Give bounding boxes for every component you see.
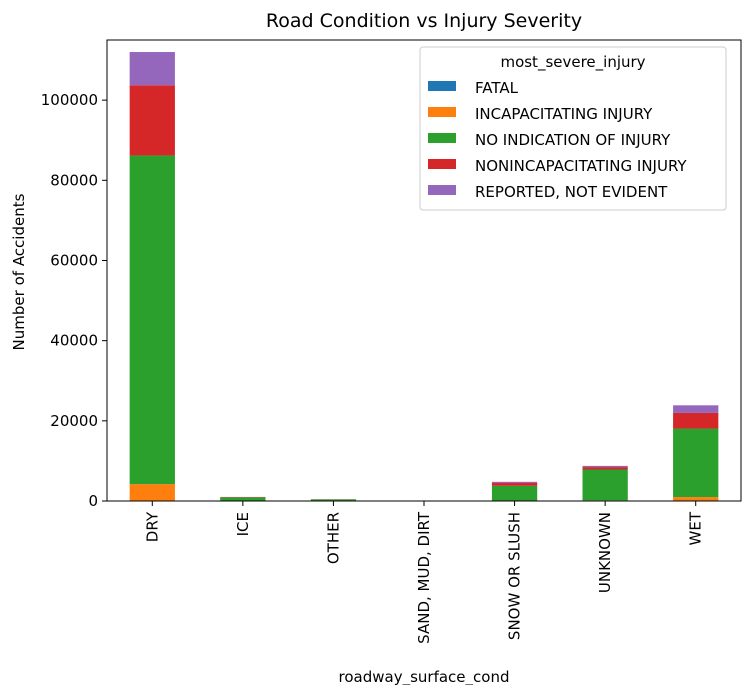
bar-segment — [673, 405, 718, 413]
bar-segment — [130, 52, 175, 85]
legend: most_severe_injury FATAL INCAPACITATING IN… — [420, 47, 726, 210]
legend-label: INCAPACITATING INJURY — [475, 105, 653, 123]
bar-segment — [492, 483, 537, 486]
x-tick-label: WET — [687, 511, 705, 545]
bar-segment — [130, 484, 175, 500]
legend-label: NO INDICATION OF INJURY — [475, 131, 671, 149]
bar-segment — [492, 486, 537, 501]
y-tick-label: 100000 — [41, 91, 98, 109]
legend-swatch — [428, 81, 456, 91]
bar-segment — [130, 155, 175, 484]
bar-segment — [130, 85, 175, 155]
y-tick-label: 60000 — [50, 251, 98, 269]
y-axis-label: Number of Accidents — [10, 193, 28, 350]
legend-swatch — [428, 133, 456, 143]
bar-segment — [583, 469, 628, 500]
chart-title: Road Condition vs Injury Severity — [266, 10, 582, 32]
legend-title: most_severe_injury — [500, 53, 645, 72]
x-tick-label: UNKNOWN — [596, 512, 614, 593]
bar-segment — [673, 413, 718, 429]
x-tick-label: SNOW OR SLUSH — [506, 512, 524, 640]
y-tick-label: 0 — [88, 492, 98, 510]
x-tick-label: SAND, MUD, DIRT — [415, 511, 433, 644]
bar-segment — [220, 498, 265, 501]
legend-swatch — [428, 159, 456, 169]
x-axis-label: roadway_surface_cond — [339, 668, 510, 685]
bar-segment — [673, 429, 718, 498]
legend-label: FATAL — [475, 79, 519, 97]
bar-segment — [583, 466, 628, 467]
legend-swatch — [428, 185, 456, 195]
x-tick-label: ICE — [234, 512, 252, 536]
legend-label: NONINCAPACITATING INJURY — [475, 157, 687, 175]
legend-label: REPORTED, NOT EVIDENT — [475, 183, 668, 201]
y-tick-label: 40000 — [50, 332, 98, 350]
x-tick-label: DRY — [143, 511, 161, 542]
bar-segment — [583, 467, 628, 469]
x-tick-label: OTHER — [324, 512, 342, 564]
y-tick-label: 20000 — [50, 412, 98, 430]
y-tick-label: 80000 — [50, 171, 98, 189]
legend-swatch — [428, 107, 456, 117]
bar-segment — [492, 482, 537, 483]
bar-segment — [673, 497, 718, 501]
